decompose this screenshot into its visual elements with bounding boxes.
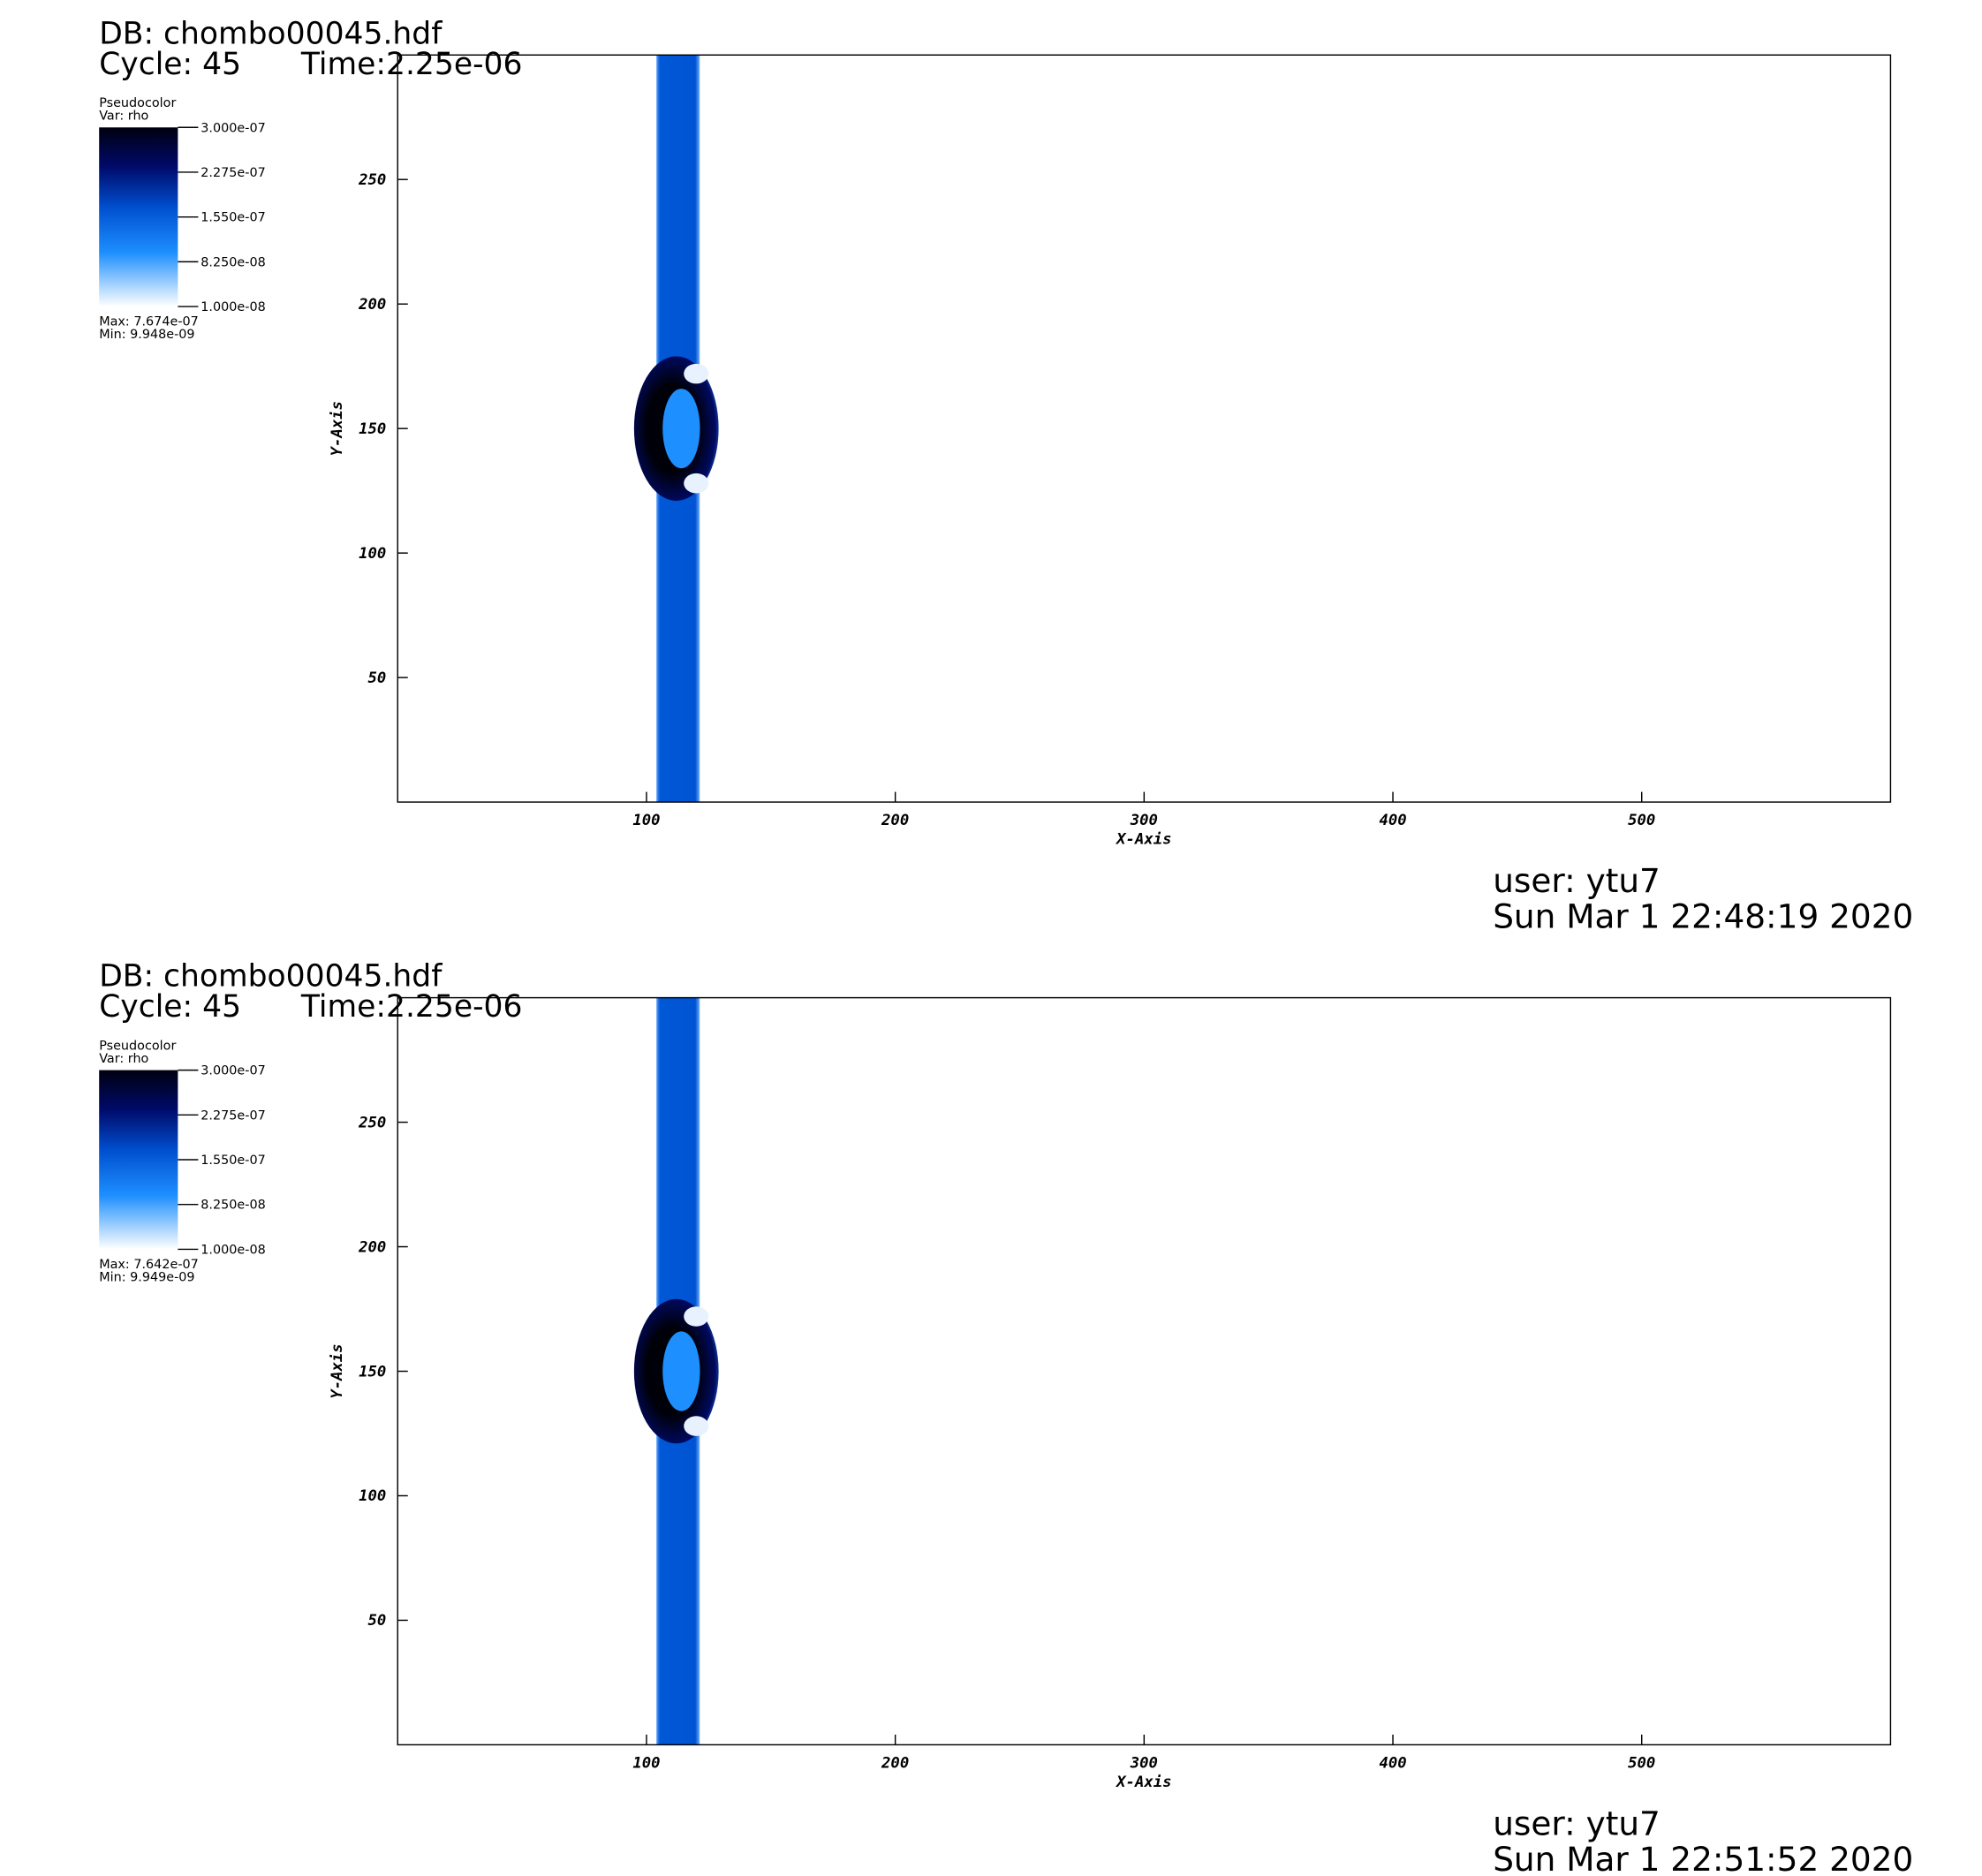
field-shape: [684, 473, 709, 494]
x-axis-label: X-Axis: [1115, 1774, 1171, 1791]
y-tick-label: 50: [368, 669, 387, 687]
legend-var: Var: rho: [99, 110, 148, 124]
field-shape: [684, 363, 709, 384]
y-tick-label: 200: [358, 1238, 386, 1256]
legend-title: Pseudocolor: [99, 96, 176, 110]
time-label: Time:2.25e-06: [300, 989, 523, 1025]
colorbar: [99, 1070, 178, 1250]
x-tick-label: 400: [1379, 1754, 1406, 1772]
colorbar-tick-label: 3.000e-07: [200, 121, 265, 135]
y-tick-label: 150: [359, 420, 386, 438]
field-shape: [684, 1416, 709, 1436]
y-axis-label: Y-Axis: [329, 401, 346, 456]
y-tick-label: 50: [368, 1612, 387, 1630]
date-label: Sun Mar 1 22:48:19 2020: [1493, 896, 1913, 935]
x-tick-label: 500: [1628, 812, 1655, 829]
x-tick-label: 200: [881, 812, 909, 829]
user-label: user: ytu7: [1493, 1804, 1660, 1843]
date-label: Sun Mar 1 22:51:52 2020: [1493, 1840, 1913, 1876]
cycle-label: Cycle: 45: [99, 47, 241, 82]
colorbar-tick-label: 8.250e-08: [200, 255, 265, 269]
time-label: Time:2.25e-06: [300, 47, 523, 82]
colorbar-tick-label: 3.000e-07: [200, 1064, 265, 1078]
colorbar-tick-label: 2.275e-07: [200, 166, 265, 180]
y-tick-label: 100: [359, 1487, 386, 1505]
y-tick-label: 150: [359, 1363, 386, 1381]
x-axis-label: X-Axis: [1115, 831, 1171, 849]
cycle-label: Cycle: 45: [99, 989, 241, 1025]
plot-frame: [397, 996, 1892, 1746]
db-label: DB: chombo00045.hdf: [99, 16, 443, 51]
field-shape: [684, 1306, 709, 1327]
x-tick-label: 500: [1628, 1754, 1655, 1772]
field-shape: [662, 1331, 700, 1411]
colorbar-tick-label: 1.550e-07: [200, 1154, 265, 1168]
legend-var: Var: rho: [99, 1052, 148, 1066]
x-tick-label: 400: [1379, 812, 1406, 829]
colorbar-tick-label: 8.250e-08: [200, 1199, 265, 1213]
colorbar-tick-label: 2.275e-07: [200, 1108, 265, 1123]
density-field: [633, 55, 719, 803]
max-label: Max: 7.674e-07: [99, 315, 199, 329]
x-tick-label: 300: [1130, 1754, 1158, 1772]
y-axis-label: Y-Axis: [329, 1343, 346, 1398]
field-shape: [662, 389, 700, 469]
colorbar-tick-label: 1.000e-08: [200, 1243, 265, 1257]
x-tick-label: 200: [881, 1754, 909, 1772]
legend-title: Pseudocolor: [99, 1040, 176, 1054]
colorbar-tick-label: 1.550e-07: [200, 211, 265, 225]
max-label: Max: 7.642e-07: [99, 1258, 199, 1272]
colorbar: [99, 127, 178, 307]
x-tick-label: 300: [1130, 812, 1158, 829]
plot-frame: [397, 54, 1892, 803]
min-label: Min: 9.948e-09: [99, 328, 194, 342]
y-tick-label: 200: [358, 296, 386, 314]
db-label: DB: chombo00045.hdf: [99, 959, 443, 995]
x-tick-label: 100: [632, 812, 660, 829]
y-tick-label: 250: [358, 1114, 386, 1131]
user-label: user: ytu7: [1493, 861, 1660, 900]
density-field: [633, 997, 719, 1745]
colorbar-tick-label: 1.000e-08: [200, 300, 265, 314]
y-tick-label: 100: [359, 545, 386, 563]
y-tick-label: 250: [358, 171, 386, 189]
x-tick-label: 100: [632, 1754, 660, 1772]
min-label: Min: 9.949e-09: [99, 1270, 194, 1284]
